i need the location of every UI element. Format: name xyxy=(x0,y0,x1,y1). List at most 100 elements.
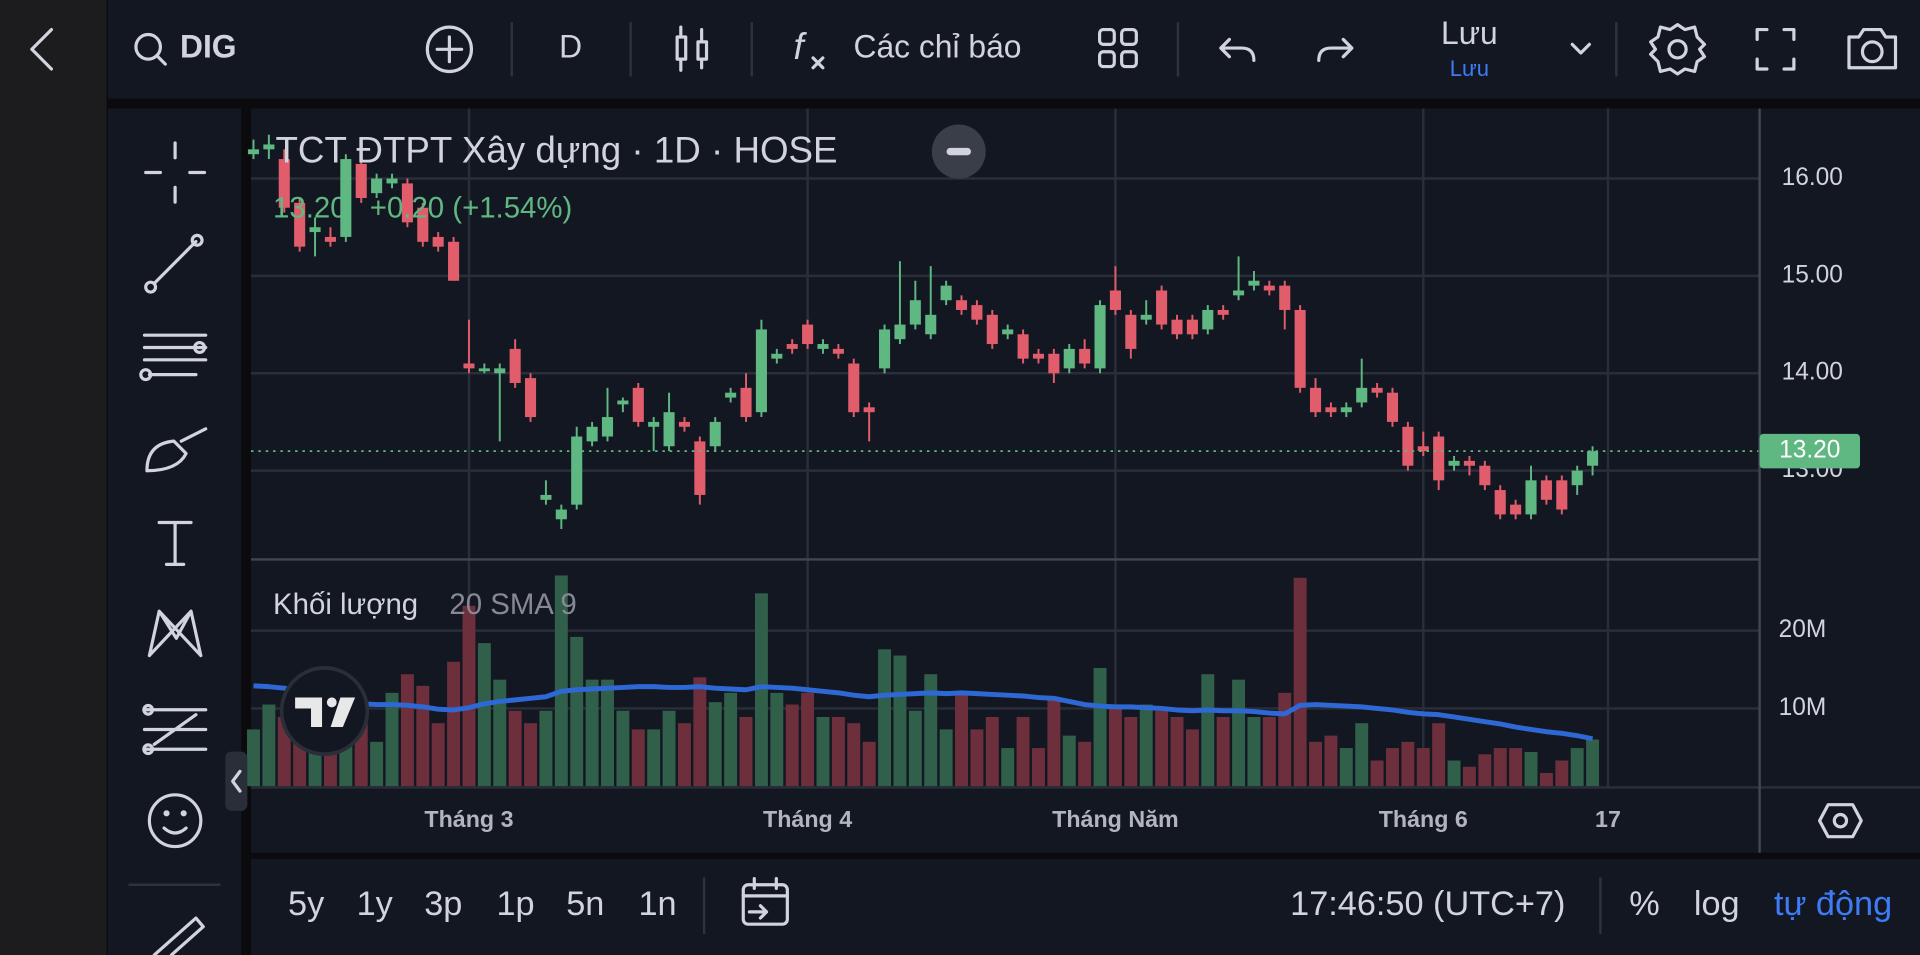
volume-bar xyxy=(570,636,584,787)
bottom-bar xyxy=(251,858,1920,955)
tradingview-logo[interactable] xyxy=(279,666,370,756)
volume-bar xyxy=(631,729,645,787)
volume-bar xyxy=(554,575,568,787)
y-tick-label: 15.00 xyxy=(1782,261,1843,288)
save[interactable]: Lưu Lưu xyxy=(1441,15,1498,81)
range-button[interactable]: 3p xyxy=(424,885,462,923)
volume-bar xyxy=(1462,766,1476,787)
trendline-tool[interactable] xyxy=(144,233,204,294)
range-button[interactable]: 5y xyxy=(288,885,325,923)
x-tick-label: Tháng 6 xyxy=(1379,806,1468,832)
candle-body xyxy=(278,159,290,208)
candle-body xyxy=(1032,353,1045,359)
volume-bar xyxy=(1432,723,1446,787)
volume-bar xyxy=(247,729,260,787)
volume-bar xyxy=(662,710,676,787)
candle-body xyxy=(1463,460,1475,466)
candle-body xyxy=(386,178,398,184)
candle-body xyxy=(263,144,275,150)
candle-body xyxy=(771,353,783,359)
back-button[interactable] xyxy=(30,27,54,71)
range-button[interactable]: 1n xyxy=(638,885,676,923)
candle-body xyxy=(1156,290,1168,325)
text-tool[interactable] xyxy=(157,520,193,566)
volume-title: Khối lượng xyxy=(273,588,418,621)
candle-body xyxy=(340,159,352,237)
volume-bar xyxy=(1185,729,1199,787)
candle-body xyxy=(1371,387,1383,393)
fullscreen[interactable] xyxy=(1755,27,1796,71)
candle-body xyxy=(832,348,844,354)
candle-body xyxy=(986,314,998,345)
volume-bar xyxy=(416,685,430,787)
hide-legend[interactable] xyxy=(931,124,986,179)
volume-bar xyxy=(970,729,984,787)
volume-bar xyxy=(677,723,691,787)
candle-body xyxy=(401,183,413,223)
auto-toggle[interactable]: tự động xyxy=(1774,885,1892,923)
candle-body xyxy=(786,344,798,349)
emoji-tool[interactable] xyxy=(147,793,203,849)
volume-bar xyxy=(1339,748,1353,787)
candle-body xyxy=(1417,446,1429,452)
collapse-toolbar[interactable] xyxy=(225,751,248,811)
ruler-tool[interactable] xyxy=(152,916,205,955)
range-button[interactable]: 1p xyxy=(496,885,534,923)
crosshair-tool[interactable] xyxy=(144,141,207,204)
range-button[interactable]: 1y xyxy=(357,885,394,923)
add-symbol[interactable] xyxy=(425,25,474,74)
volume-bar xyxy=(1509,748,1523,787)
candle-body xyxy=(894,324,906,340)
candle-body xyxy=(1556,480,1568,510)
candle-body xyxy=(817,344,829,349)
symbol-search[interactable]: DIG xyxy=(134,29,237,66)
brush-tool[interactable] xyxy=(145,427,208,473)
volume-bar xyxy=(708,702,722,787)
candle-body xyxy=(879,329,891,369)
range-button[interactable]: 5n xyxy=(566,885,604,923)
candle-body xyxy=(1494,490,1506,515)
x-tick-label: Tháng 3 xyxy=(424,806,513,832)
volume-bar xyxy=(831,716,845,787)
candle-body xyxy=(1140,314,1152,320)
candle-body xyxy=(524,378,537,418)
go-to-date[interactable] xyxy=(741,876,789,926)
volume-bar xyxy=(1001,748,1015,787)
volume-bar xyxy=(1155,710,1169,787)
candle-body xyxy=(755,329,767,413)
candle-body xyxy=(925,314,937,335)
candle-body xyxy=(494,368,506,374)
candle-body xyxy=(848,363,860,413)
symbol: DIG xyxy=(180,29,237,65)
percent-toggle[interactable]: % xyxy=(1629,885,1659,923)
pattern-tool[interactable] xyxy=(147,609,203,658)
candle-body xyxy=(309,227,321,233)
fib-tool[interactable] xyxy=(139,333,208,382)
volume-bar xyxy=(524,723,538,787)
layouts[interactable] xyxy=(1098,27,1138,69)
candle-body xyxy=(294,202,306,247)
volume-bar xyxy=(1493,748,1507,787)
volume-bar xyxy=(1201,674,1215,787)
candle-body xyxy=(648,421,660,427)
indicators[interactable]: f Các chỉ báo xyxy=(793,26,1022,70)
indicators-label: Các chỉ báo xyxy=(853,29,1021,65)
volume-bar xyxy=(262,704,276,787)
prediction-tool[interactable] xyxy=(142,703,208,756)
candle-body xyxy=(1279,285,1291,310)
chart-type[interactable] xyxy=(675,25,709,72)
screenshot[interactable] xyxy=(1847,27,1898,70)
volume-bar xyxy=(693,677,707,787)
volume-bar xyxy=(1555,760,1569,787)
candle-body xyxy=(694,441,706,495)
volume-tick-label: 20M xyxy=(1779,616,1827,643)
interval[interactable]: D xyxy=(559,29,582,65)
save-menu[interactable] xyxy=(1570,42,1591,55)
log-toggle[interactable]: log xyxy=(1694,885,1740,923)
volume-bar xyxy=(724,692,738,787)
settings[interactable] xyxy=(1649,23,1707,76)
candle-body xyxy=(1386,392,1399,422)
undo[interactable] xyxy=(1219,37,1256,62)
chart-settings[interactable] xyxy=(1818,803,1863,839)
redo[interactable] xyxy=(1317,37,1354,62)
